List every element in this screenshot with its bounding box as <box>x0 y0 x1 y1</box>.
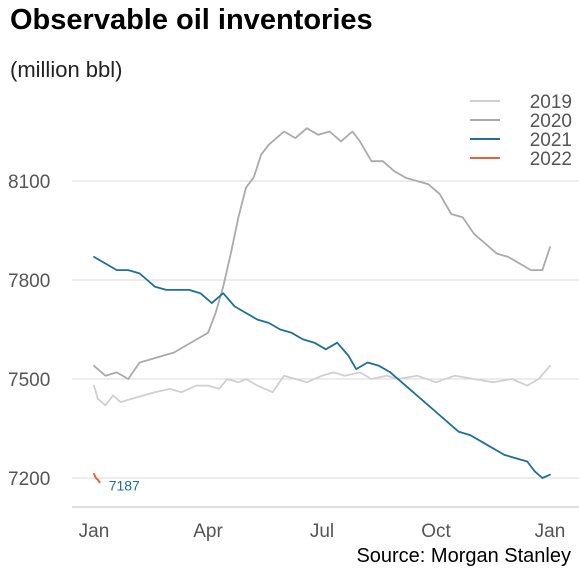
series-line-2022 <box>93 473 101 484</box>
annotation-label: 7187 <box>109 477 140 493</box>
x-tick-label: Oct <box>421 521 451 542</box>
y-tick-label: 7200 <box>8 469 50 490</box>
series-line-2021 <box>93 255 551 479</box>
axes: 7200 7500 7800 8100 Jan Apr Jul Oct Jan <box>8 172 579 542</box>
series-line-2020 <box>93 127 551 380</box>
annotations: 7187 <box>109 477 140 493</box>
gridlines <box>72 180 579 479</box>
x-tick-label: Jan <box>535 521 566 542</box>
chart-title: Observable oil inventories <box>10 4 373 36</box>
legend-label-2019: 2019 <box>530 92 572 113</box>
series-lines <box>93 127 551 484</box>
series-line-2019 <box>93 364 551 407</box>
x-tick-label: Jan <box>79 521 110 542</box>
chart-subtitle: (million bbl) <box>10 57 123 82</box>
legend-label-2021: 2021 <box>530 130 572 151</box>
x-tick-label: Jul <box>310 521 334 542</box>
y-tick-label: 7800 <box>8 271 50 292</box>
x-tick-label: Apr <box>193 521 223 542</box>
legend-label-2022: 2022 <box>530 149 572 170</box>
legend-label-2020: 2020 <box>530 111 572 132</box>
source-note: Source: Morgan Stanley <box>356 545 571 567</box>
y-tick-label: 8100 <box>8 172 50 193</box>
y-tick-label: 7500 <box>8 370 50 391</box>
